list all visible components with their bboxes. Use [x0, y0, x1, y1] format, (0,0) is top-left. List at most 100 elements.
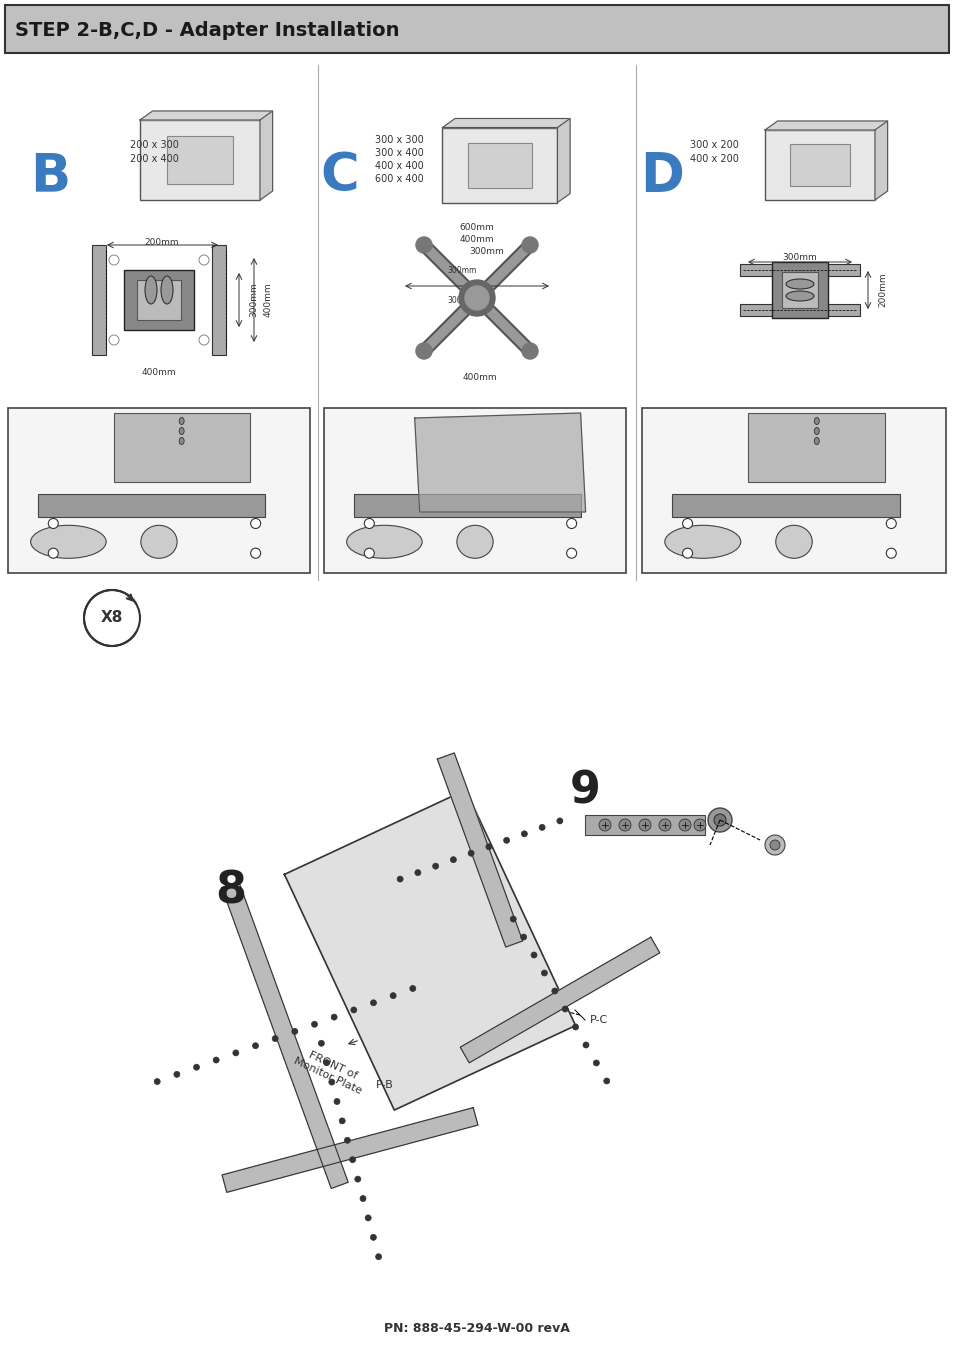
Circle shape	[432, 863, 438, 869]
Circle shape	[233, 1050, 238, 1056]
Circle shape	[154, 1079, 160, 1084]
Text: 300mm: 300mm	[447, 266, 476, 275]
Text: 600 x 400: 600 x 400	[375, 174, 423, 184]
FancyBboxPatch shape	[584, 815, 704, 836]
Text: 400mm: 400mm	[462, 374, 497, 382]
Circle shape	[693, 819, 705, 832]
FancyBboxPatch shape	[8, 408, 310, 572]
Circle shape	[365, 1215, 371, 1220]
Text: 300mm: 300mm	[469, 247, 504, 255]
Circle shape	[659, 819, 670, 832]
Circle shape	[485, 844, 492, 849]
Circle shape	[639, 819, 650, 832]
Text: B: B	[30, 150, 71, 202]
Text: 400mm: 400mm	[142, 369, 176, 377]
Circle shape	[521, 238, 537, 252]
Text: 300 x 300: 300 x 300	[375, 135, 423, 144]
Circle shape	[359, 1196, 366, 1202]
Circle shape	[764, 836, 784, 855]
Text: 300 x 200: 300 x 200	[689, 140, 739, 150]
Circle shape	[329, 1079, 335, 1085]
Circle shape	[541, 971, 547, 976]
Polygon shape	[222, 1107, 477, 1192]
FancyBboxPatch shape	[137, 279, 181, 320]
Polygon shape	[764, 122, 886, 130]
FancyBboxPatch shape	[764, 130, 874, 200]
Circle shape	[323, 1060, 329, 1065]
FancyBboxPatch shape	[38, 494, 264, 517]
Circle shape	[503, 837, 509, 844]
Circle shape	[531, 952, 537, 958]
Text: 400 x 200: 400 x 200	[689, 154, 739, 163]
Circle shape	[351, 1007, 356, 1012]
FancyBboxPatch shape	[167, 136, 233, 184]
Circle shape	[551, 988, 558, 994]
Circle shape	[49, 518, 58, 528]
Circle shape	[510, 917, 516, 922]
FancyBboxPatch shape	[324, 408, 625, 572]
Ellipse shape	[775, 525, 811, 559]
Circle shape	[538, 825, 544, 830]
Circle shape	[375, 1254, 381, 1260]
Circle shape	[521, 830, 527, 837]
FancyBboxPatch shape	[771, 262, 827, 319]
Ellipse shape	[145, 275, 157, 304]
Circle shape	[521, 343, 537, 359]
Text: 300mm: 300mm	[781, 252, 817, 262]
Polygon shape	[260, 111, 273, 200]
Ellipse shape	[785, 279, 813, 289]
Circle shape	[535, 1000, 544, 1010]
Ellipse shape	[664, 525, 740, 559]
Circle shape	[410, 986, 416, 991]
FancyBboxPatch shape	[672, 494, 900, 517]
Text: P-B: P-B	[375, 1080, 394, 1089]
Circle shape	[364, 518, 374, 528]
Ellipse shape	[814, 437, 819, 444]
Circle shape	[193, 1064, 199, 1071]
FancyBboxPatch shape	[747, 413, 884, 482]
Polygon shape	[436, 753, 522, 948]
FancyBboxPatch shape	[5, 5, 948, 53]
Circle shape	[520, 934, 526, 940]
Text: 400mm: 400mm	[264, 282, 273, 317]
Text: 200 x 300: 200 x 300	[130, 140, 178, 150]
Circle shape	[415, 869, 420, 876]
Circle shape	[593, 1060, 598, 1066]
Polygon shape	[557, 119, 570, 202]
FancyBboxPatch shape	[354, 494, 580, 517]
Text: 600mm: 600mm	[459, 224, 494, 232]
Text: PN: 888-45-294-W-00 revA: PN: 888-45-294-W-00 revA	[384, 1322, 569, 1335]
Circle shape	[416, 238, 432, 252]
FancyBboxPatch shape	[124, 270, 193, 329]
Circle shape	[582, 1042, 588, 1048]
FancyBboxPatch shape	[789, 144, 849, 186]
Circle shape	[251, 518, 260, 528]
Text: P-C: P-C	[589, 1015, 608, 1025]
Circle shape	[251, 548, 260, 558]
Circle shape	[416, 343, 432, 359]
Circle shape	[464, 286, 489, 310]
Circle shape	[557, 818, 562, 824]
Text: 200mm: 200mm	[877, 273, 886, 308]
Circle shape	[885, 518, 895, 528]
Circle shape	[572, 1025, 578, 1030]
Circle shape	[707, 809, 731, 832]
Circle shape	[682, 518, 692, 528]
Circle shape	[603, 1077, 609, 1084]
FancyBboxPatch shape	[140, 120, 260, 200]
Polygon shape	[284, 790, 575, 1110]
Text: D: D	[639, 150, 683, 202]
Text: X8: X8	[101, 610, 123, 625]
Circle shape	[312, 1021, 317, 1027]
Text: C: C	[319, 150, 358, 202]
FancyBboxPatch shape	[212, 244, 226, 355]
Text: 300 x 400: 300 x 400	[375, 148, 423, 158]
Polygon shape	[874, 122, 886, 200]
FancyBboxPatch shape	[781, 271, 817, 308]
Polygon shape	[222, 882, 348, 1188]
Circle shape	[344, 1137, 350, 1143]
Ellipse shape	[456, 525, 493, 559]
Circle shape	[396, 876, 403, 882]
Circle shape	[292, 1029, 297, 1034]
Circle shape	[84, 590, 140, 647]
